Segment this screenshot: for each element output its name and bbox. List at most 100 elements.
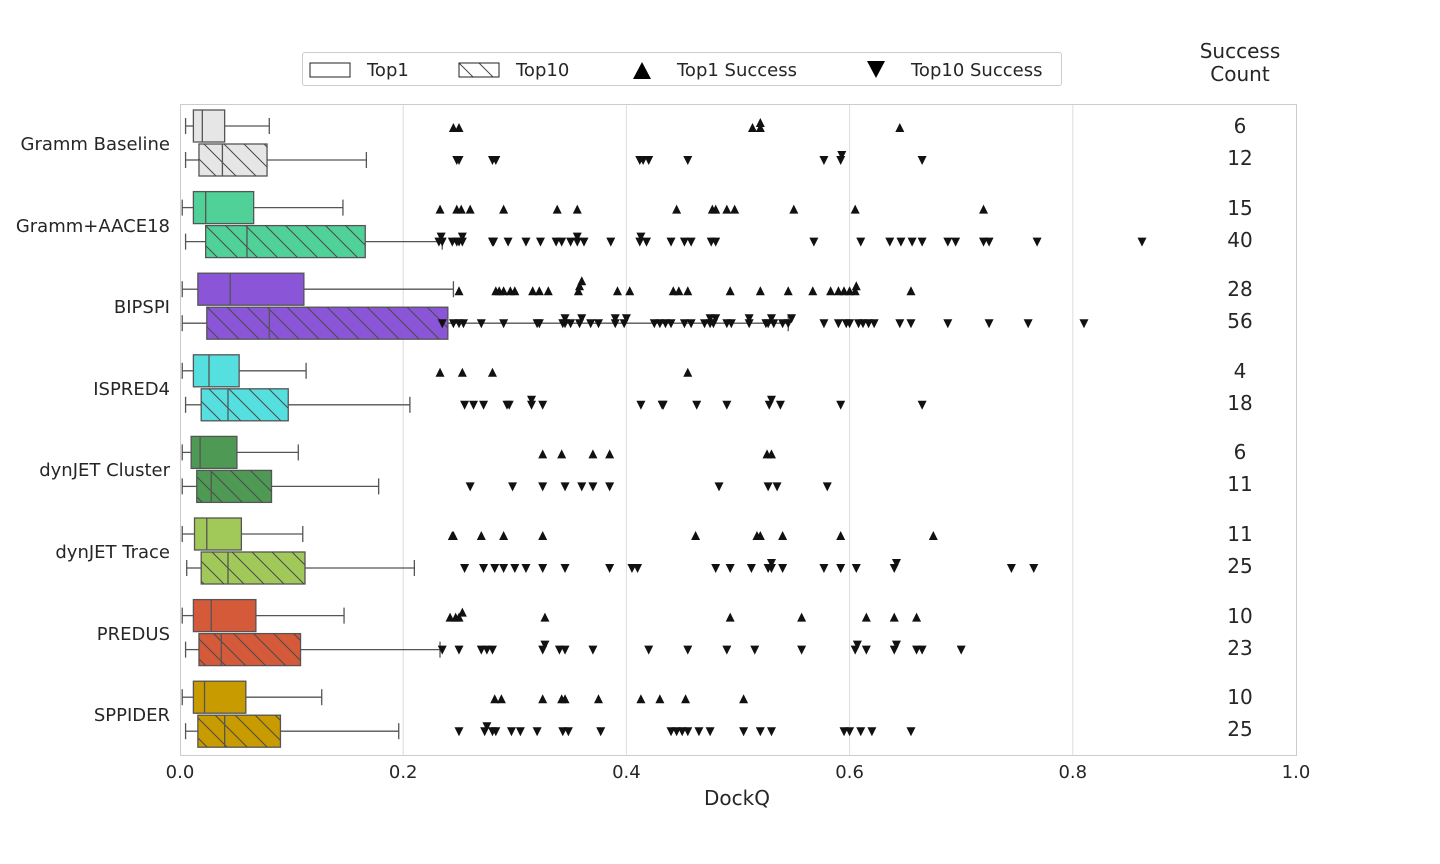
marker-top10-success: [833, 319, 843, 329]
box-hatch: [206, 307, 448, 340]
marker-top1-success: [889, 612, 899, 622]
marker-top10-success: [490, 564, 500, 573]
marker-top10-success: [479, 400, 489, 410]
marker-top10-success: [437, 237, 447, 247]
marker-top1-success: [912, 612, 922, 622]
marker-top10-success: [739, 727, 749, 737]
marker-top10-success: [906, 319, 916, 329]
marker-top1-success: [850, 204, 860, 214]
marker-top10-success: [869, 319, 879, 329]
marker-top10-success: [1029, 564, 1039, 573]
marker-top1-success: [490, 694, 500, 704]
marker-top10-success: [534, 319, 544, 329]
box-iqr: [192, 598, 257, 633]
marker-top1-success: [778, 531, 788, 540]
x-tick-label: 0.8: [1058, 762, 1088, 783]
marker-top10-success: [836, 400, 846, 410]
marker-top10-success: [836, 564, 846, 573]
marker-top10-success: [499, 564, 509, 573]
marker-top10-success: [766, 559, 776, 568]
box-iqr: [190, 435, 238, 470]
marker-top10-success: [636, 232, 646, 242]
triangle-down-icon: [867, 61, 885, 78]
marker-top10-success: [761, 319, 771, 329]
marker-top1-success: [755, 123, 765, 132]
box-hatch: [198, 144, 268, 176]
marker-top10-success: [1023, 319, 1033, 329]
marker-top10-success: [577, 314, 587, 324]
marker-top10-success: [772, 482, 782, 492]
marker-top10-success: [766, 564, 776, 573]
marker-top10-success: [686, 319, 696, 329]
marker-top10-success: [577, 482, 587, 492]
marker-top1-success: [557, 449, 567, 459]
marker-top10-success: [644, 156, 654, 165]
marker-top1-success: [748, 123, 758, 132]
marker-top1-success: [691, 531, 701, 540]
box-iqr: [197, 272, 305, 306]
marker-top10-success: [956, 645, 966, 655]
marker-top10-success: [1079, 319, 1089, 329]
marker-top10-success: [506, 727, 516, 737]
box-iqr: [192, 190, 255, 225]
box-hatch: [197, 715, 281, 748]
x-tick-label: 0.6: [835, 762, 864, 783]
marker-top10-success: [489, 237, 499, 247]
marker-top10-success: [819, 319, 829, 329]
marker-top10-success: [458, 319, 468, 329]
y-tick-label: PREDUS: [96, 623, 170, 645]
marker-top1-success: [499, 204, 509, 214]
marker-top10-success: [605, 564, 615, 573]
marker-top10-success: [579, 237, 589, 247]
x-tick-label: 1.0: [1281, 762, 1311, 783]
success-count: 6: [1233, 114, 1247, 138]
marker-top1-success: [456, 204, 466, 214]
marker-top10-success: [856, 727, 866, 737]
marker-top10-success: [778, 564, 788, 573]
marker-top10-success: [783, 319, 793, 329]
legend-label-top10: Top10: [516, 59, 570, 81]
x-axis-label: DockQ: [704, 786, 770, 810]
marker-top10-success: [766, 314, 776, 324]
marker-top10-success: [538, 482, 548, 492]
marker-top10-success: [711, 237, 721, 247]
box-top1: [181, 354, 307, 388]
marker-top10-success: [705, 727, 715, 737]
y-tick-label: Gramm+AACE18: [15, 215, 170, 237]
marker-top10-success: [683, 727, 693, 737]
success-count: 10: [1227, 603, 1253, 628]
marker-top10-success: [683, 645, 693, 655]
y-tick-label: Gramm Baseline: [20, 134, 170, 155]
marker-top10-success: [679, 237, 689, 247]
success-count: 4: [1233, 358, 1247, 383]
marker-top1-success: [577, 276, 587, 286]
x-tick-label: 0.0: [165, 762, 195, 783]
legend: Top1 Top10 Top1 Success Top10 Success: [302, 52, 1062, 86]
marker-top1-success: [861, 612, 871, 622]
marker-top1-success: [766, 449, 776, 459]
marker-top10-success: [819, 564, 829, 573]
y-tick-label: BIPSPI: [113, 297, 170, 319]
marker-top1-success: [499, 286, 509, 296]
marker-top10-success: [460, 400, 470, 410]
box-top1: [181, 272, 455, 306]
marker-top1-success: [755, 286, 765, 296]
legend-item-top10: Top10: [458, 53, 569, 87]
legend-swatch-top10: [458, 62, 500, 78]
success-count: 28: [1227, 277, 1253, 302]
marker-top10-success: [454, 645, 464, 655]
marker-top10-success: [917, 645, 927, 655]
box-top1: [181, 190, 344, 225]
marker-top10-success: [535, 237, 545, 247]
marker-top1-success: [625, 286, 635, 296]
marker-top10-success: [867, 727, 877, 737]
success-count: 12: [1227, 146, 1253, 170]
marker-top1-success: [755, 118, 765, 127]
marker-top1-success: [612, 286, 622, 296]
marker-top10-success: [437, 319, 447, 329]
marker-top10-success: [457, 232, 467, 242]
success-count: 6: [1233, 440, 1247, 465]
marker-top10-success: [984, 319, 994, 329]
marker-top10-success: [538, 564, 548, 573]
success-count: 23: [1227, 635, 1253, 660]
